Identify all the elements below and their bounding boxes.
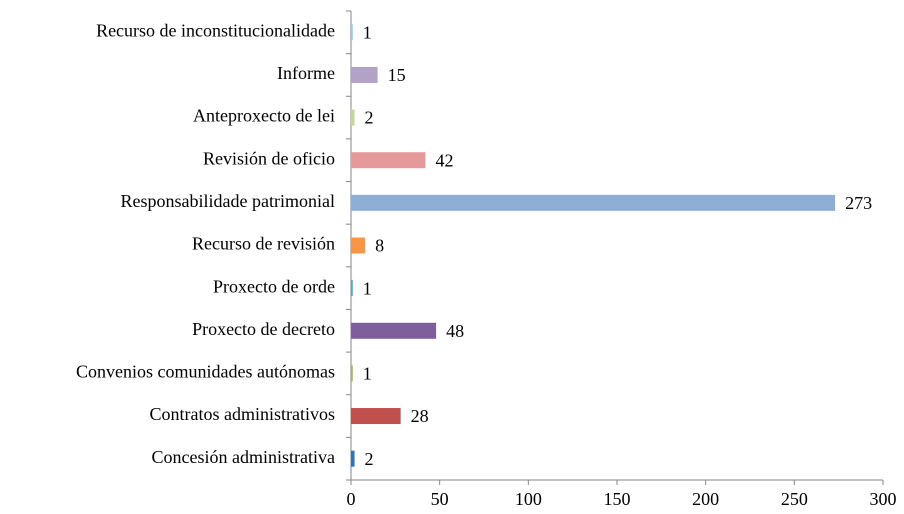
bar	[351, 194, 836, 211]
bar	[351, 450, 355, 467]
y-tick-label: Contratos administrativos	[150, 404, 335, 424]
x-tick-label: 300	[870, 489, 897, 509]
bar	[351, 365, 353, 382]
x-tick-label: 100	[515, 489, 542, 509]
bar	[351, 322, 437, 339]
bar	[351, 237, 366, 254]
data-label: 2	[365, 449, 374, 469]
bar	[351, 152, 426, 169]
data-label: 42	[435, 150, 453, 170]
data-label: 1	[363, 364, 372, 384]
x-tick-label: 250	[781, 489, 808, 509]
data-label: 28	[411, 406, 429, 426]
bar	[351, 280, 353, 297]
x-tick-label: 200	[692, 489, 719, 509]
x-tick-label: 150	[604, 489, 631, 509]
bar	[351, 408, 401, 425]
bar	[351, 66, 378, 83]
y-tick-label: Informe	[277, 63, 335, 83]
y-tick-label: Proxecto de orde	[213, 276, 335, 296]
x-tick-label: 0	[347, 489, 356, 509]
y-tick-label: Concesión administrativa	[152, 447, 335, 467]
data-label: 2	[365, 108, 374, 128]
data-label: 1	[363, 278, 372, 298]
y-tick-label: Convenios comunidades autónomas	[76, 362, 335, 382]
data-label: 8	[375, 236, 384, 256]
y-tick-label: Responsabilidade patrimonial	[121, 191, 335, 211]
data-label: 1	[363, 22, 372, 42]
y-tick-label: Revisión de oficio	[203, 148, 335, 168]
data-label: 15	[388, 65, 406, 85]
data-label: 48	[446, 321, 464, 341]
y-tick-label: Recurso de revisión	[192, 234, 335, 254]
bar	[351, 109, 355, 126]
bar	[351, 24, 353, 41]
data-label: 273	[845, 193, 872, 213]
y-tick-label: Anteproxecto de lei	[193, 106, 335, 126]
y-tick-label: Proxecto de decreto	[192, 319, 335, 339]
y-tick-label: Recurso de inconstitucionalidade	[96, 20, 335, 40]
x-tick-label: 50	[431, 489, 449, 509]
